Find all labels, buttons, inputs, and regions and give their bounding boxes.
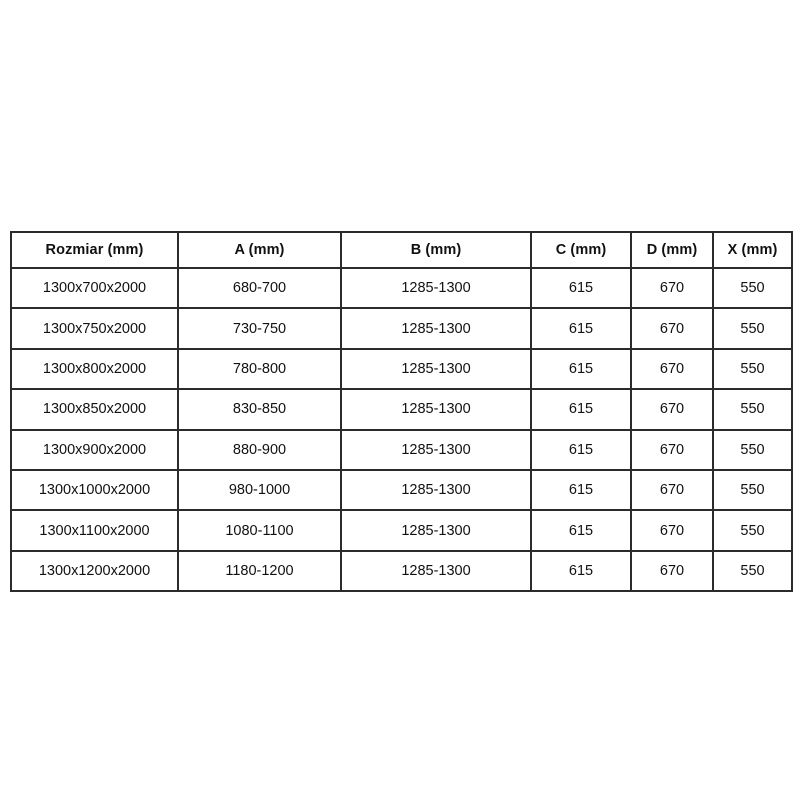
cell-d: 670 — [630, 549, 714, 593]
column-header-size: Rozmiar (mm) — [10, 231, 179, 269]
cell-x: 550 — [712, 549, 793, 593]
cell-x: 550 — [712, 266, 793, 310]
cell-c: 615 — [530, 388, 632, 431]
column-header-c: C (mm) — [530, 231, 632, 269]
table-row: 1300x700x2000 680-700 1285-1300 615 670 … — [10, 266, 793, 310]
specification-table-container: Rozmiar (mm) A (mm) B (mm) C (mm) D (mm)… — [10, 231, 793, 593]
cell-x: 550 — [712, 307, 793, 350]
specification-table: Rozmiar (mm) A (mm) B (mm) C (mm) D (mm)… — [10, 231, 793, 593]
cell-c: 615 — [530, 468, 632, 512]
cell-a: 680-700 — [177, 266, 342, 310]
cell-d: 670 — [630, 509, 714, 552]
cell-size: 1300x850x2000 — [10, 388, 179, 431]
cell-b: 1285-1300 — [340, 266, 532, 310]
cell-c: 615 — [530, 266, 632, 310]
cell-x: 550 — [712, 388, 793, 431]
cell-size: 1300x800x2000 — [10, 347, 179, 391]
cell-size: 1300x900x2000 — [10, 428, 179, 471]
table-row: 1300x1200x2000 1180-1200 1285-1300 615 6… — [10, 549, 793, 593]
cell-c: 615 — [530, 549, 632, 593]
column-header-b: B (mm) — [340, 231, 532, 269]
cell-d: 670 — [630, 428, 714, 471]
cell-b: 1285-1300 — [340, 549, 532, 593]
cell-b: 1285-1300 — [340, 468, 532, 512]
table-header-row: Rozmiar (mm) A (mm) B (mm) C (mm) D (mm)… — [10, 231, 793, 269]
cell-c: 615 — [530, 428, 632, 471]
cell-a: 1180-1200 — [177, 549, 342, 593]
cell-d: 670 — [630, 468, 714, 512]
table-row: 1300x750x2000 730-750 1285-1300 615 670 … — [10, 307, 793, 350]
table-row: 1300x900x2000 880-900 1285-1300 615 670 … — [10, 428, 793, 471]
table-header: Rozmiar (mm) A (mm) B (mm) C (mm) D (mm)… — [10, 231, 793, 269]
column-header-a: A (mm) — [177, 231, 342, 269]
cell-a: 730-750 — [177, 307, 342, 350]
cell-size: 1300x700x2000 — [10, 266, 179, 310]
cell-b: 1285-1300 — [340, 509, 532, 552]
cell-c: 615 — [530, 347, 632, 391]
cell-b: 1285-1300 — [340, 307, 532, 350]
cell-size: 1300x1100x2000 — [10, 509, 179, 552]
cell-a: 780-800 — [177, 347, 342, 391]
cell-d: 670 — [630, 347, 714, 391]
cell-a: 880-900 — [177, 428, 342, 471]
cell-d: 670 — [630, 266, 714, 310]
cell-x: 550 — [712, 509, 793, 552]
cell-b: 1285-1300 — [340, 388, 532, 431]
table-row: 1300x800x2000 780-800 1285-1300 615 670 … — [10, 347, 793, 391]
table-row: 1300x1100x2000 1080-1100 1285-1300 615 6… — [10, 509, 793, 552]
cell-c: 615 — [530, 307, 632, 350]
cell-size: 1300x750x2000 — [10, 307, 179, 350]
cell-a: 830-850 — [177, 388, 342, 431]
cell-a: 980-1000 — [177, 468, 342, 512]
column-header-d: D (mm) — [630, 231, 714, 269]
column-header-x: X (mm) — [712, 231, 793, 269]
cell-d: 670 — [630, 307, 714, 350]
cell-x: 550 — [712, 468, 793, 512]
cell-size: 1300x1000x2000 — [10, 468, 179, 512]
table-row: 1300x850x2000 830-850 1285-1300 615 670 … — [10, 388, 793, 431]
cell-a: 1080-1100 — [177, 509, 342, 552]
cell-x: 550 — [712, 428, 793, 471]
cell-c: 615 — [530, 509, 632, 552]
cell-b: 1285-1300 — [340, 428, 532, 471]
table-row: 1300x1000x2000 980-1000 1285-1300 615 67… — [10, 468, 793, 512]
cell-b: 1285-1300 — [340, 347, 532, 391]
cell-x: 550 — [712, 347, 793, 391]
cell-d: 670 — [630, 388, 714, 431]
cell-size: 1300x1200x2000 — [10, 549, 179, 593]
table-body: 1300x700x2000 680-700 1285-1300 615 670 … — [10, 266, 793, 593]
